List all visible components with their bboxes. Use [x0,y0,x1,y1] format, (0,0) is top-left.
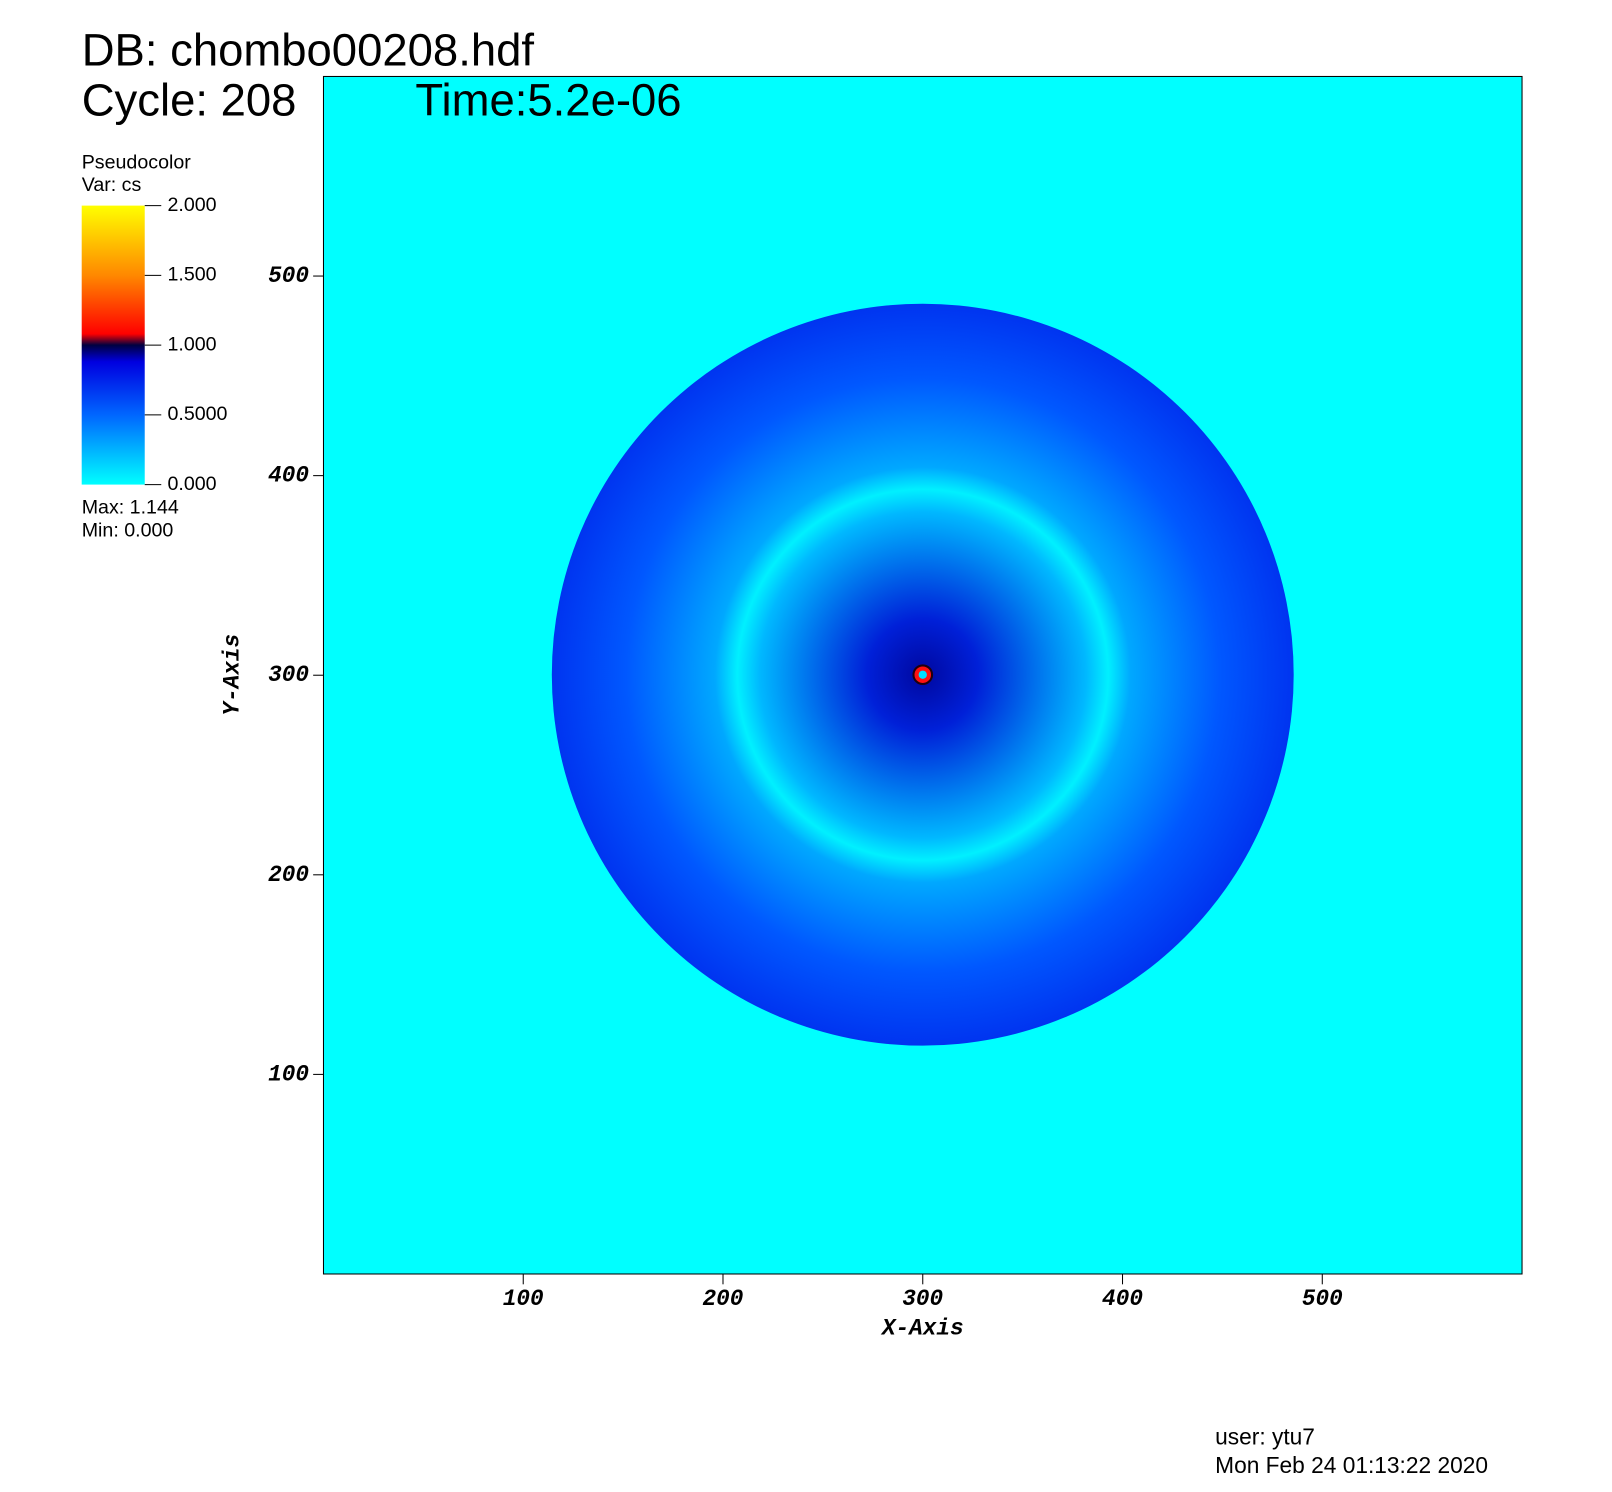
x-axis-label: X-Axis [880,1316,964,1342]
colorbar-tick-label: 1.000 [167,333,216,355]
x-tick-label: 500 [1302,1286,1343,1312]
x-tick-label: 300 [902,1286,943,1312]
colorbar-tick-label: 2.000 [167,194,216,216]
cycle: Cycle: 208 [82,74,297,125]
x-tick-label: 400 [1102,1286,1143,1312]
colorbar-tick-label: 0.000 [167,473,216,495]
colorbar-tick-label: 0.5000 [167,403,227,425]
colorbar-tick-label: 1.500 [167,264,216,286]
y-axis-label: Y-Axis [220,634,246,716]
field-center [918,670,927,679]
date: Mon Feb 24 01:13:22 2020 [1215,1452,1488,1478]
y-tick-label: 100 [268,1061,309,1087]
legend-title: Pseudocolor [82,151,192,173]
max-text: Max: 1.144 [82,497,179,519]
title: DB: chombo00208.hdf [82,25,535,76]
colorbar [81,205,145,485]
user: user: ytu7 [1215,1423,1315,1449]
y-tick-label: 300 [268,662,309,688]
y-tick-label: 400 [268,463,309,489]
x-tick-label: 200 [703,1286,744,1312]
y-tick-label: 200 [268,862,309,888]
y-tick-label: 500 [268,263,309,289]
time: Time:5.2e-06 [415,74,681,125]
min-text: Min: 0.000 [82,519,174,541]
variable: Var: cs [82,174,142,196]
x-tick-label: 100 [503,1286,544,1312]
